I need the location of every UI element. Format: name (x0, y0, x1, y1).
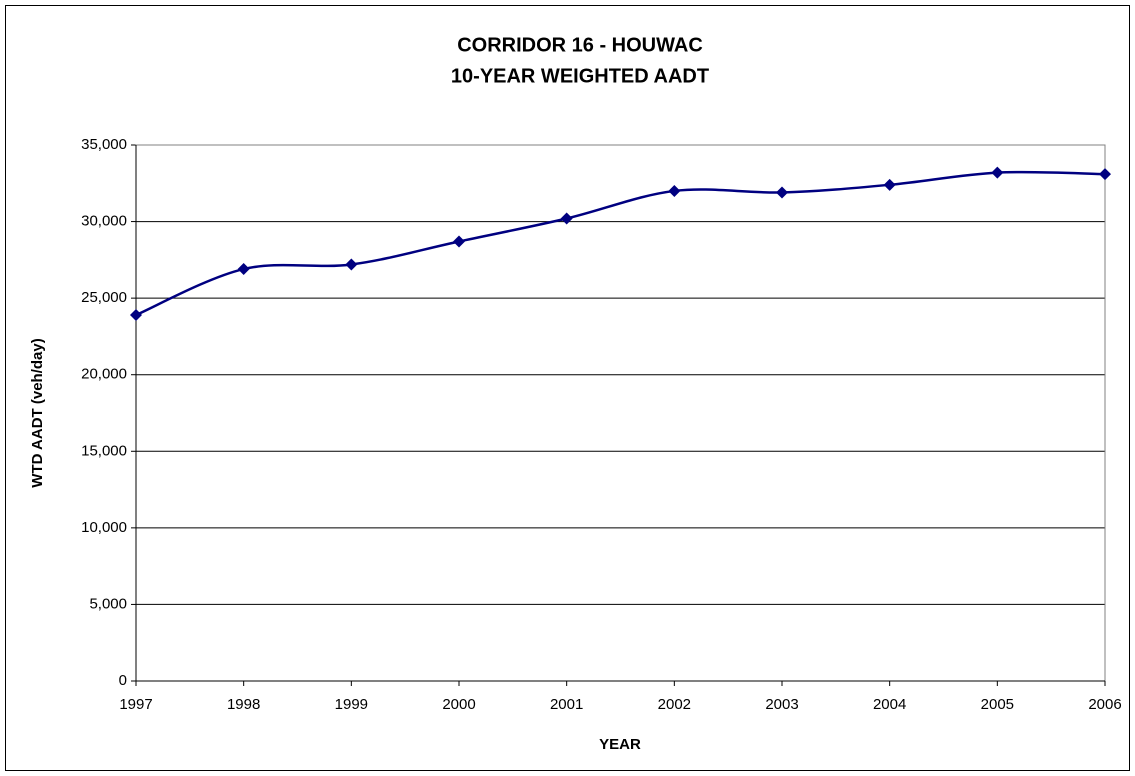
y-tick-label: 35,000 (81, 136, 127, 153)
x-axis-title: YEAR (599, 736, 641, 753)
line (135, 170, 1106, 317)
x-tick-label: 2003 (765, 696, 798, 713)
x-tick-label: 2001 (550, 696, 583, 713)
x-tick-label: 2000 (442, 696, 475, 713)
marker (776, 186, 788, 199)
y-tick-label: 10,000 (81, 519, 127, 536)
y-tick-label: 30,000 (81, 213, 127, 230)
y-tick-label: 15,000 (81, 442, 127, 459)
chart-border (5, 5, 1130, 771)
marker (991, 166, 1004, 179)
marker (560, 212, 573, 225)
marker (237, 263, 250, 276)
y-tick-label: 0 (119, 672, 127, 689)
chart-title: CORRIDOR 16 - HOUWAC (457, 34, 703, 56)
chart-subtitle: 10-YEAR WEIGHTED AADT (451, 65, 709, 87)
x-tick-label: 2002 (658, 696, 691, 713)
x-tick-label: 1998 (227, 696, 260, 713)
y-axis-title: WTD AADT (veh/day) (29, 338, 46, 487)
marker (453, 235, 465, 248)
x-tick-label: 2004 (873, 696, 906, 713)
marker (1099, 168, 1111, 181)
y-tick-label: 25,000 (81, 289, 127, 306)
marker (668, 184, 681, 197)
x-tick-label: 1999 (335, 696, 368, 713)
marker (130, 308, 142, 321)
x-tick-label: 2005 (981, 696, 1014, 713)
y-tick-label: 5,000 (89, 595, 127, 612)
x-tick-label: 2006 (1088, 696, 1121, 713)
y-tick-label: 20,000 (81, 366, 127, 383)
marker (883, 178, 896, 191)
marker (345, 258, 358, 271)
x-tick-label: 1997 (119, 696, 152, 713)
